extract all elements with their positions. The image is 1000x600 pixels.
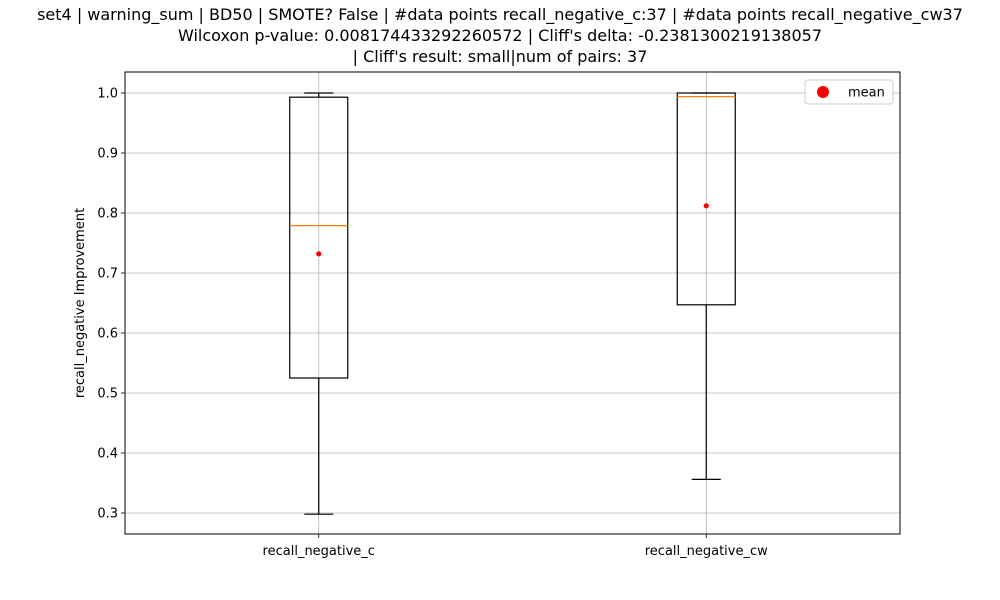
title-line-3: | Cliff's result: small|num of pairs: 37 — [352, 47, 648, 66]
title-line-2: Wilcoxon p-value: 0.008174433292260572 |… — [177, 26, 822, 45]
legend-marker-mean — [817, 86, 829, 98]
y-tick-label: 0.8 — [97, 207, 118, 222]
grid-lines — [125, 72, 900, 534]
y-tick-label: 0.3 — [97, 507, 118, 522]
iqr-box — [676, 92, 736, 306]
y-tick-label: 1.0 — [97, 87, 118, 102]
ticks: 0.3 0.4 0.5 0.6 0.7 0.8 0.9 1.0 recall_negative_… — [97, 87, 768, 560]
plot-frame — [124, 71, 901, 535]
title-line-1: set4 | warning_sum | BD50 | SMOTE? False… — [37, 5, 963, 24]
x-tick-label: recall_negative_cw — [645, 544, 768, 559]
mean-marker — [703, 203, 709, 209]
x-tick-label: recall_negative_c — [263, 544, 375, 559]
iqr-box — [289, 96, 349, 379]
y-tick-label: 0.6 — [97, 327, 118, 342]
mean-marker — [316, 251, 322, 257]
y-axis-label: recall_negative Improvement — [73, 208, 88, 398]
y-tick-label: 0.9 — [97, 147, 118, 162]
y-tick-label: 0.5 — [97, 387, 118, 402]
y-tick-label: 0.4 — [97, 447, 118, 462]
chart-title: set4 | warning_sum | BD50 | SMOTE? False… — [0, 4, 1000, 67]
legend-box — [804, 79, 894, 105]
legend-label-mean: mean — [848, 86, 885, 101]
boxes — [289, 92, 736, 515]
legend: mean — [804, 79, 894, 105]
y-tick-label: 0.7 — [97, 267, 118, 282]
